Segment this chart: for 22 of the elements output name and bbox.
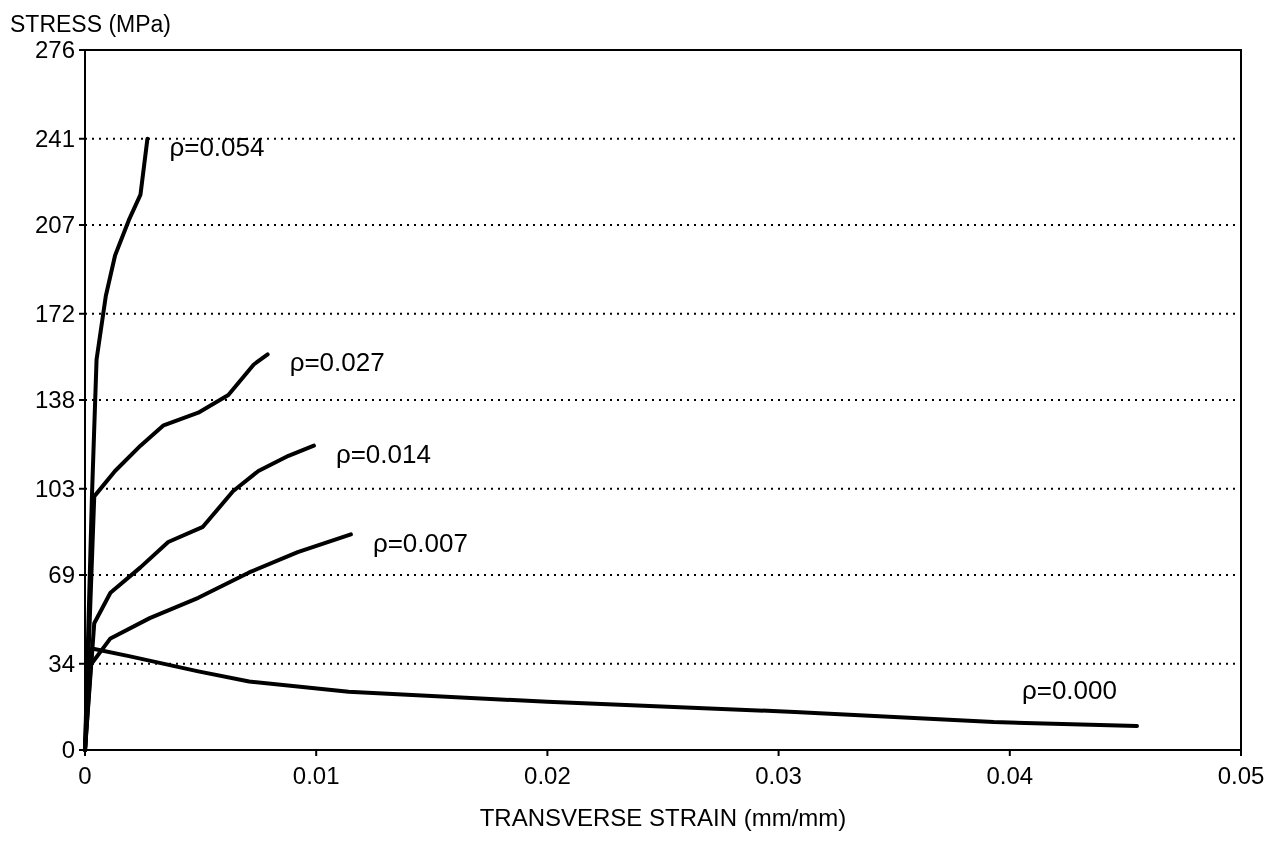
x-tick-label: 0.02 — [524, 762, 571, 789]
series-label: ρ=0.007 — [372, 527, 468, 558]
y-tick-label: 276 — [34, 36, 75, 64]
x-tick-label: 0.04 — [986, 762, 1034, 789]
y-tick-label: 0 — [61, 736, 75, 764]
y-tick-label: 207 — [34, 211, 75, 239]
series-label: ρ=0.027 — [289, 347, 385, 378]
y-tick-label: 103 — [34, 475, 75, 503]
x-tick-label: 0 — [78, 762, 92, 789]
series-label: ρ=0.014 — [335, 438, 431, 469]
x-axis-title: TRANSVERSE STRAIN (mm/mm) — [479, 804, 847, 831]
x-tick-label: 0.03 — [755, 762, 802, 789]
x-tick-label: 0.05 — [1217, 762, 1265, 789]
y-tick-label: 172 — [34, 300, 75, 328]
y-tick-label: 69 — [48, 561, 75, 589]
y-tick-label: 241 — [34, 125, 75, 153]
series-label: ρ=0.000 — [1021, 675, 1117, 706]
y-axis-title: STRESS (MPa) — [10, 11, 172, 37]
y-tick-label: 34 — [48, 650, 75, 678]
x-tick-label: 0.01 — [292, 762, 340, 789]
series-label: ρ=0.054 — [169, 131, 265, 162]
y-tick-label: 138 — [34, 386, 75, 414]
